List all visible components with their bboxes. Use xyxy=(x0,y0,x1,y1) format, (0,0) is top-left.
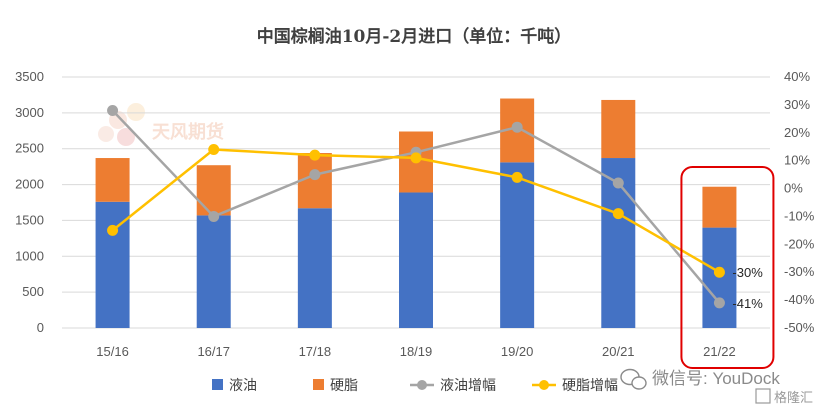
bar-stearin xyxy=(95,158,130,202)
logo-petal-icon xyxy=(98,126,114,142)
legend-swatch xyxy=(313,379,324,390)
right-tick-label: -40% xyxy=(784,292,815,307)
category-label: 20/21 xyxy=(602,344,635,359)
gelonghui-logo-icon xyxy=(755,388,771,404)
right-tick-label: 40% xyxy=(784,69,810,84)
stearin-growth-point xyxy=(309,149,321,161)
right-tick-label: -20% xyxy=(784,236,815,251)
bar-liquid-oil xyxy=(500,162,535,328)
category-axis-labels: 15/16 16/17 17/18 18/19 19/20 20/21 21/22 xyxy=(96,344,735,359)
legend-label: 液油增幅 xyxy=(440,377,496,393)
right-axis-ticks: -50% -40% -30% -20% -10% 0% 10% 20% 30% 40% xyxy=(784,69,815,335)
liquid-oil-growth-point xyxy=(208,210,220,222)
legend-marker xyxy=(417,380,427,390)
stearin-growth-point xyxy=(208,144,220,156)
left-tick-label: 2500 xyxy=(15,141,44,156)
legend-swatch xyxy=(212,379,223,390)
stearin-growth-point xyxy=(511,171,523,183)
wechat-watermark-text: 微信号: YouDock xyxy=(652,369,780,388)
bar-liquid-oil xyxy=(399,192,433,328)
bar-stearin xyxy=(196,165,231,216)
category-label: 19/20 xyxy=(501,344,534,359)
right-tick-label: 30% xyxy=(784,97,810,112)
liquid-oil-growth-point xyxy=(107,104,119,116)
right-tick-label: -50% xyxy=(784,320,815,335)
right-tick-label: 0% xyxy=(784,181,803,196)
highlight-rectangle xyxy=(680,166,775,369)
liquid-oil-growth-point xyxy=(612,177,624,189)
stearin-growth-point xyxy=(713,266,725,278)
bar-liquid-oil xyxy=(196,215,231,328)
liquid-oil-growth-point xyxy=(511,121,523,133)
left-tick-label: 2000 xyxy=(15,177,44,192)
bar-liquid-oil xyxy=(297,208,332,328)
wechat-watermark: 微信号: YouDock xyxy=(620,368,780,390)
right-tick-label: 20% xyxy=(784,125,810,140)
liquid-oil-growth-point xyxy=(309,169,321,181)
stearin-growth-point xyxy=(612,208,624,220)
data-labels: -30% -41% xyxy=(732,265,763,311)
stearin-growth-point xyxy=(107,224,119,236)
category-label: 21/22 xyxy=(703,344,736,359)
right-tick-label: -10% xyxy=(784,208,815,223)
gelonghui-watermark-text: 格隆汇 xyxy=(774,390,813,405)
left-tick-label: 3000 xyxy=(15,105,44,120)
liquid-oil-growth-point xyxy=(713,297,725,309)
logo-watermark-text: 天风期货 xyxy=(152,121,224,142)
data-label: -41% xyxy=(732,296,763,311)
gelonghui-watermark: 格隆汇 xyxy=(755,388,813,405)
legend-label: 液油 xyxy=(229,377,257,393)
category-label: 15/16 xyxy=(96,344,129,359)
legend-marker xyxy=(539,380,549,390)
logo-petal-icon xyxy=(117,128,135,146)
category-label: 18/19 xyxy=(400,344,433,359)
legend-label: 硬脂增幅 xyxy=(562,377,618,393)
left-tick-label: 0 xyxy=(37,320,44,335)
legend-label: 硬脂 xyxy=(330,377,358,393)
right-tick-label: -30% xyxy=(784,264,815,279)
tianfeng-logo-watermark: 天风期货 xyxy=(98,103,224,146)
wechat-icon xyxy=(620,368,647,390)
right-tick-label: 10% xyxy=(784,153,810,168)
stearin-growth-point xyxy=(410,152,422,164)
left-axis-ticks: 0 500 1000 1500 2000 2500 3000 3500 xyxy=(15,69,44,335)
left-tick-label: 500 xyxy=(22,284,44,299)
chart-title: 中国棕榈油10月-2月进口（单位：千吨） xyxy=(257,26,572,47)
bar-stearin xyxy=(702,186,737,228)
bar-stearin xyxy=(601,99,636,159)
left-tick-label: 1500 xyxy=(15,212,44,227)
legend: 液油 硬脂 液油增幅 硬脂增幅 xyxy=(212,377,618,393)
lines xyxy=(107,104,725,309)
bar-liquid-oil xyxy=(702,227,737,328)
category-label: 17/18 xyxy=(299,344,332,359)
logo-petal-icon xyxy=(127,103,145,121)
left-tick-label: 1000 xyxy=(15,248,44,263)
left-tick-label: 3500 xyxy=(15,69,44,84)
data-label: -30% xyxy=(732,265,763,280)
category-label: 16/17 xyxy=(197,344,230,359)
highlight-box xyxy=(680,166,775,369)
